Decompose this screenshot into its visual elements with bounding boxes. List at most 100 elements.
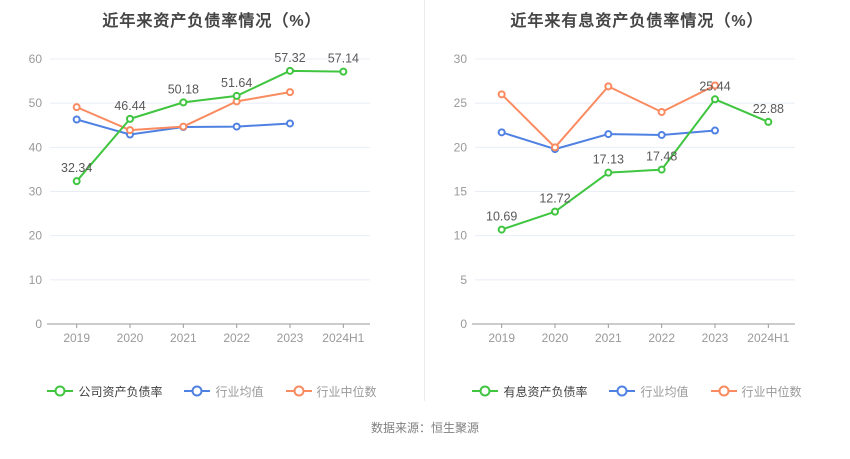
data-point[interactable] [72, 115, 81, 124]
data-point-label: 50.18 [168, 82, 199, 96]
data-point[interactable] [657, 108, 666, 116]
y-axis-tick-label: 25 [454, 96, 468, 110]
x-axis-tick-label: 2022 [223, 331, 250, 345]
legend-marker-ring [479, 385, 491, 397]
data-point[interactable] [232, 122, 241, 131]
legend-item[interactable]: 行业中位数 [285, 383, 377, 400]
y-axis-tick-label: 10 [29, 273, 43, 287]
data-point[interactable] [497, 225, 506, 234]
chart-canvas: 0 10 20 30 40 50 60 2019 2020 2021 2022 2023 2024H1 3… [29, 51, 370, 345]
x-axis-tick-label: 2019 [63, 331, 90, 345]
legend-label: 行业均值 [640, 384, 689, 399]
legend-marker-ring [54, 385, 66, 397]
x-axis-tick-label: 2022 [648, 331, 675, 345]
legend-line-marker-icon [472, 385, 499, 397]
legend-label: 行业中位数 [741, 384, 802, 399]
chart-card-interest-bearing-ratio: 近年来有息资产负债率情况（%） 0 5 10 15 20 25 30 2019 2020 2021… [424, 0, 849, 401]
data-point[interactable] [179, 122, 188, 131]
series-line [75, 69, 345, 183]
data-point[interactable] [604, 168, 613, 177]
data-point[interactable] [286, 119, 294, 128]
data-point-label: 57.14 [328, 52, 359, 66]
data-point[interactable] [657, 130, 666, 139]
x-axis-tick-label: 2023 [277, 331, 304, 345]
x-axis-tick-label: 2021 [595, 331, 622, 345]
data-point[interactable] [286, 88, 294, 97]
y-axis-tick-label: 15 [454, 185, 468, 199]
series-line [500, 98, 770, 231]
legend-marker-ring [191, 385, 203, 397]
y-axis-tick-label: 5 [460, 273, 467, 287]
data-point-label: 51.64 [221, 76, 252, 90]
legend-marker-ring [718, 385, 729, 397]
legend-label: 有息资产负债率 [503, 384, 588, 399]
data-point[interactable] [126, 114, 134, 123]
data-point-label: 17.48 [646, 150, 677, 164]
data-point-label: 46.44 [114, 99, 145, 113]
data-point[interactable] [551, 207, 559, 216]
legend-line-marker-icon [710, 385, 737, 397]
y-axis-tick-label: 50 [29, 96, 43, 110]
data-point[interactable] [72, 177, 81, 186]
chart-canvas: 0 5 10 15 20 25 30 2019 2020 2021 2022 2023 2024H1 10… [454, 52, 795, 345]
y-axis-tick-label: 10 [454, 229, 468, 243]
data-point[interactable] [711, 126, 719, 135]
data-point[interactable] [179, 98, 188, 107]
data-source-note: 数据来源：恒生聚源 [370, 421, 479, 435]
y-axis-tick-label: 30 [454, 52, 468, 66]
data-point[interactable] [604, 130, 613, 139]
data-point[interactable] [497, 128, 506, 137]
data-point-label: 22.88 [753, 102, 784, 116]
legend-item[interactable]: 行业中位数 [710, 383, 802, 400]
legend-label: 公司资产负债率 [78, 384, 163, 399]
legend-line-marker-icon [609, 385, 636, 397]
legend-item[interactable]: 行业均值 [184, 383, 264, 400]
y-axis-tick-label: 0 [35, 317, 42, 331]
data-point-label: 25.44 [699, 79, 730, 93]
data-point[interactable] [126, 126, 134, 135]
legend-line-marker-icon [285, 385, 312, 397]
legend-line-marker-icon [47, 385, 74, 397]
legend-label: 行业均值 [215, 384, 264, 399]
y-axis-tick-label: 40 [29, 140, 43, 154]
y-axis-tick-label: 20 [29, 229, 43, 243]
chart-legend: 有息资产负债率 行业均值 行业中位数 [425, 381, 849, 401]
data-point[interactable] [764, 117, 773, 126]
legend-label: 行业中位数 [316, 384, 377, 399]
chart-legend: 公司资产负债率 行业均值 行业中位数 [0, 381, 424, 401]
charts-row: 近年来资产负债率情况（%） 0 10 20 30 40 50 60 2019 2020 2021 2… [0, 0, 849, 401]
data-point[interactable] [339, 67, 348, 76]
x-axis-tick-label: 2024H1 [747, 331, 789, 345]
y-axis-tick-label: 0 [460, 317, 467, 331]
legend-item[interactable]: 有息资产负债率 [472, 383, 587, 400]
data-point-label: 32.34 [61, 161, 92, 175]
data-point[interactable] [497, 90, 506, 99]
x-axis-tick-label: 2020 [542, 331, 569, 345]
chart-title: 近年来有息资产负债率情况（%） [510, 13, 764, 30]
x-axis-tick-label: 2021 [170, 331, 197, 345]
data-point-label: 17.13 [593, 153, 624, 167]
data-point[interactable] [604, 82, 613, 91]
y-axis-tick-label: 60 [29, 52, 43, 66]
x-axis-tick-label: 2023 [702, 331, 729, 345]
legend-item[interactable]: 行业均值 [609, 383, 689, 400]
x-axis-tick-label: 2020 [117, 331, 144, 345]
data-point[interactable] [657, 165, 666, 174]
legend-line-marker-icon [184, 385, 211, 397]
legend-item[interactable]: 公司资产负债率 [47, 383, 162, 400]
data-point[interactable] [286, 66, 294, 75]
data-point[interactable] [711, 95, 719, 104]
data-point[interactable] [711, 81, 719, 90]
data-point[interactable] [72, 103, 81, 112]
chart-card-asset-liability-ratio: 近年来资产负债率情况（%） 0 10 20 30 40 50 60 2019 2020 2021 2… [0, 0, 424, 401]
data-point-label: 10.69 [486, 210, 517, 224]
y-axis-tick-label: 30 [29, 185, 43, 199]
legend-marker-ring [616, 385, 628, 397]
data-point[interactable] [232, 91, 241, 100]
data-point[interactable] [551, 143, 559, 152]
x-axis-tick-label: 2019 [488, 331, 515, 345]
y-axis-tick-label: 20 [454, 140, 468, 154]
legend-marker-ring [293, 385, 304, 397]
data-point-label: 57.32 [274, 51, 305, 65]
